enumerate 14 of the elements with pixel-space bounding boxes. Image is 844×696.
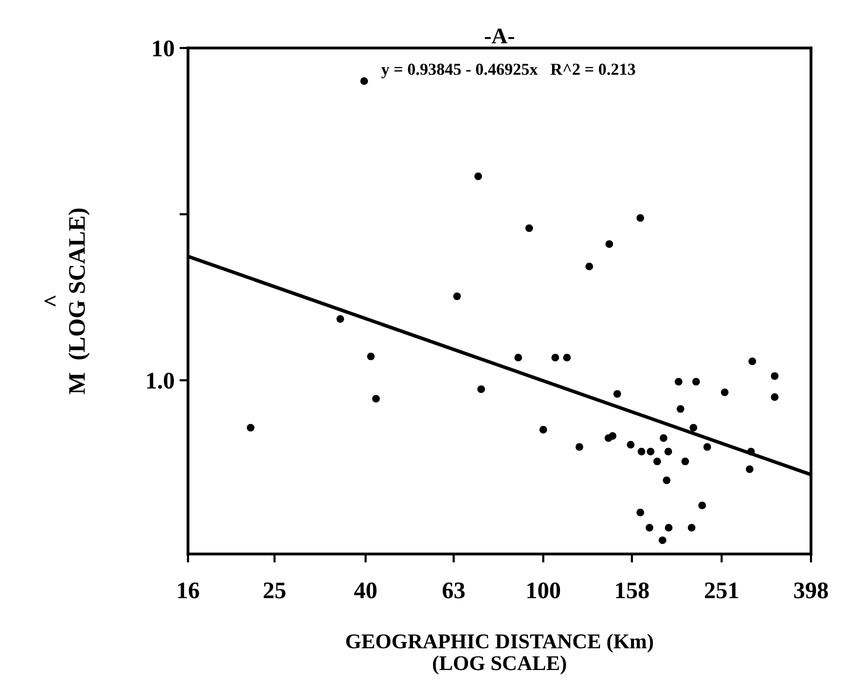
annotation: y = 0.93845 - 0.46925x R^2 = 0.213 bbox=[381, 64, 636, 78]
x-tick-label: 398 bbox=[794, 582, 828, 598]
x-axis-title: GEOGRAPHIC DISTANCE (Km) (LOG SCALE) bbox=[346, 634, 653, 674]
x-tick-label: 158 bbox=[616, 582, 649, 598]
x-tick-label: 100 bbox=[527, 582, 560, 598]
x-tick-label: 40 bbox=[354, 582, 377, 598]
x-tick-label: 16 bbox=[178, 582, 200, 598]
y-axis-title: ^ M (LOG SCALE) bbox=[44, 208, 90, 394]
x-tick-label: 251 bbox=[704, 582, 738, 598]
x-tick-label: 63 bbox=[442, 582, 465, 598]
y-tick-label: 10 bbox=[153, 40, 174, 56]
y-tick-label: 1.0 bbox=[147, 372, 174, 389]
x-tick-label: 25 bbox=[264, 582, 286, 598]
chart-title: -A- bbox=[484, 28, 514, 44]
